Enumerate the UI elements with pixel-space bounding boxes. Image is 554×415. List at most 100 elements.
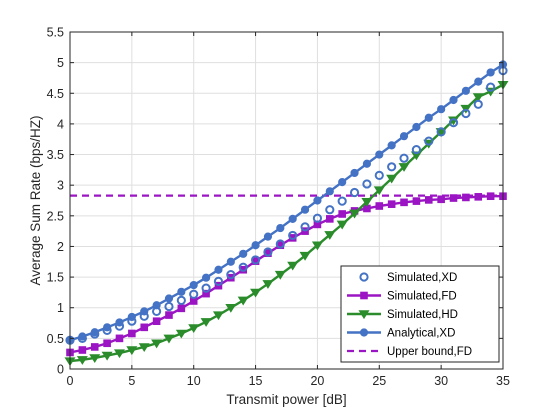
data-point [152,306,162,317]
data-point [436,127,446,137]
y-tick-label: 3.5 [47,148,64,162]
data-point [128,329,136,338]
y-tick-label: 5.5 [47,26,64,40]
data-point [226,270,236,280]
y-tick-label: 2.5 [47,209,64,223]
data-point [411,145,421,155]
legend-item: Analytical,XD [347,328,455,340]
data-point [239,249,248,258]
data-point [90,329,100,339]
data-point [212,311,224,321]
y-tick-label: 3 [57,179,64,193]
data-point [250,255,261,265]
data-point [263,247,273,257]
data-point [448,118,459,128]
y-tick-label: 0.5 [47,332,64,346]
data-point [313,196,322,205]
data-point [312,213,323,223]
series-layer [64,60,509,367]
legend-label: Simulated,XD [387,272,457,284]
y-tick-label: 4.5 [47,87,64,101]
x-tick-label: 0 [67,374,74,388]
y-tick-label: 4 [57,117,64,131]
data-point [336,220,348,230]
y-tick-label: 1 [57,301,64,315]
data-point [399,153,409,163]
data-point [398,163,410,172]
data-point [400,198,408,207]
x-tick-label: 20 [310,374,324,388]
data-point [373,186,385,196]
data-point [300,222,310,232]
data-point [276,223,285,233]
data-point [103,339,111,348]
legend-item: Simulated,XD [359,272,457,284]
data-point [201,283,211,293]
data-point [262,280,274,289]
data-point [349,209,361,219]
data-point [114,321,125,331]
data-point [461,86,470,95]
data-point [361,198,373,207]
legend-swatch-marker [359,328,369,337]
data-point [175,329,187,339]
data-point [325,205,335,215]
data-point [424,113,433,122]
data-point [412,122,421,132]
data-point [362,179,372,189]
x-tick-label: 25 [372,374,386,388]
data-point [324,231,336,240]
data-point [115,334,124,343]
data-point [214,265,223,274]
legend-label: Analytical,XD [387,328,455,340]
data-point [163,334,175,344]
data-point [486,192,495,201]
data-point [200,318,212,327]
data-point [275,239,285,249]
legend-label: Simulated,HD [387,309,458,321]
data-point [164,301,174,312]
data-point [350,168,359,178]
data-point [399,132,409,141]
data-point [76,356,88,365]
legend-label: Upper bound,FD [387,346,472,358]
series-simulated-fd [66,192,507,357]
data-point [288,214,297,223]
data-point [338,178,347,187]
data-point [177,304,186,313]
data-point [311,241,323,251]
data-point [349,187,360,198]
data-point [437,105,446,114]
data-point [424,196,433,204]
x-axis-label: Transmit power [dB] [226,392,346,407]
y-axis-label: Average Sum Rate (bps/HZ) [28,115,43,285]
data-point [486,82,496,92]
data-point [387,200,396,208]
data-point [78,346,87,354]
data-point [202,289,210,298]
data-point [449,194,458,202]
x-tick-label: 35 [496,374,510,388]
y-tick-label: 2 [57,240,64,254]
data-point [238,262,248,272]
data-point [127,316,137,326]
data-point [152,317,161,326]
data-point [461,108,471,119]
data-point [337,196,347,206]
data-point [189,280,198,290]
data-point [375,150,384,159]
data-point [237,296,249,306]
data-point [326,215,334,223]
data-point [449,95,458,105]
legend-swatch-marker [358,310,370,320]
data-point [410,151,422,161]
x-tick-label: 15 [249,374,263,388]
legend-item: Upper bound,FD [347,346,472,358]
data-point [89,354,101,364]
data-point [250,288,262,298]
x-tick-label: 5 [128,374,135,388]
data-point [225,304,237,313]
data-point [288,230,298,241]
legend-swatch-marker [359,272,369,282]
data-point [189,289,199,299]
